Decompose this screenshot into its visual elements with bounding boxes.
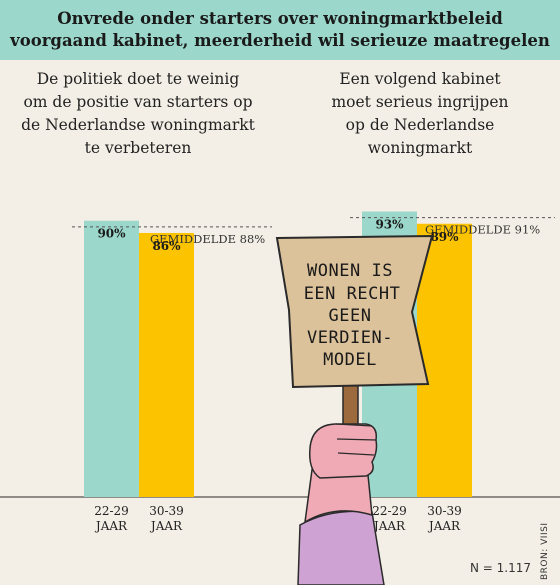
value-label: 86% [152,239,181,253]
sign-text-line: EEN RECHT [304,284,401,304]
category-tick-label: 30-39 [427,504,462,518]
value-label: 90% [97,227,126,241]
category-tick-label: JAAR [94,519,128,533]
sleeve [297,510,385,585]
left-heading-line: de Nederlandse woningmarkt [21,116,255,134]
sign-text-line: WONEN IS [307,261,393,281]
left-heading-line: om de positie van starters op [23,93,253,111]
left-heading-line: te verbeteren [84,139,192,157]
right-heading-line: woningmarkt [367,139,473,157]
right-heading-line: op de Nederlandse [345,116,495,134]
category-tick-label: JAAR [427,519,461,533]
value-label: 89% [430,230,459,244]
category-tick-label: 22-29 [372,504,407,518]
category-tick-label: JAAR [372,519,406,533]
chart-title-line-1: Onvrede onder starters over woningmarktb… [57,9,503,28]
sign-text-line: MODEL [323,350,377,370]
category-tick-label: JAAR [149,519,183,533]
category-tick-label: 22-29 [94,504,129,518]
bar-left-22-29 [84,220,139,497]
right-heading-line: moet serieus ingrijpen [331,93,509,111]
bar-right-30-39 [417,223,472,497]
sign-text-line: GEEN [329,306,372,326]
finger-lines [335,423,377,456]
bar-left-30-39 [139,232,194,498]
chart-title-line-2: voorgaand kabinet, meerderheid wil serie… [10,31,550,50]
title-bar: Onvrede onder starters over woningmarktb… [0,0,560,60]
sample-size: N = 1.117 [470,561,532,575]
source-credit: BRON: VIISI [540,522,550,580]
category-tick-label: 30-39 [149,504,184,518]
value-label: 93% [375,217,404,231]
right-heading-line: Een volgend kabinet [339,70,501,88]
average-label: GEMIDDELDE 88% [150,232,265,246]
sign-board [275,234,434,389]
right-panel-heading: Een volgend kabinet moet serieus ingrijp… [290,68,550,160]
sign-text-line: VERDIEN- [307,328,393,348]
average-label: GEMIDDELDE 91% [425,223,540,237]
fist [308,423,378,479]
left-panel-heading: De politiek doet te weinig om de positie… [8,68,268,160]
left-heading-line: De politiek doet te weinig [36,70,240,88]
